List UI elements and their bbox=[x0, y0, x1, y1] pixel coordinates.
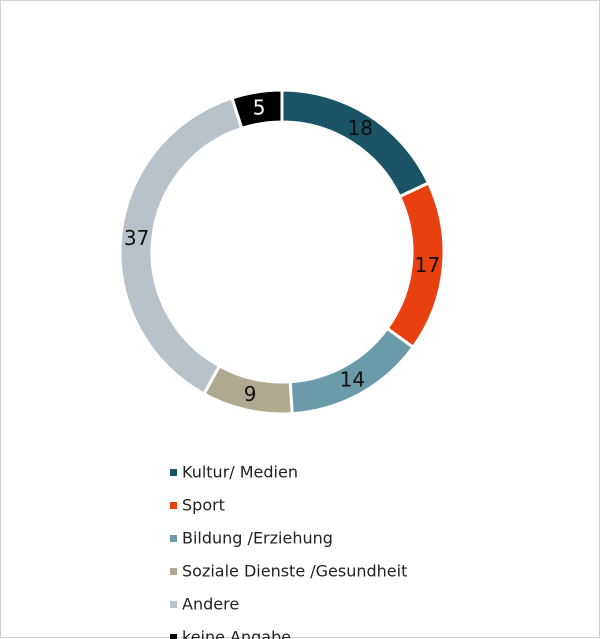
legend-swatch bbox=[170, 568, 177, 575]
legend-swatch bbox=[170, 601, 177, 608]
legend-label: Kultur/ Medien bbox=[182, 463, 298, 482]
legend-label: keine Angabe bbox=[182, 628, 291, 639]
slice bbox=[230, 88, 284, 131]
legend-label: Sport bbox=[182, 496, 225, 515]
data-label: 37 bbox=[124, 226, 149, 250]
data-label: 9 bbox=[244, 382, 257, 406]
data-label: 5 bbox=[253, 95, 266, 119]
legend-swatch bbox=[170, 535, 177, 542]
legend-swatch bbox=[170, 634, 177, 639]
data-label: 17 bbox=[415, 253, 440, 277]
data-label: 14 bbox=[340, 367, 365, 391]
legend-label: Bildung /Erziehung bbox=[182, 529, 333, 548]
data-label: 18 bbox=[348, 116, 373, 140]
legend-swatch bbox=[170, 469, 177, 476]
legend-label: Andere bbox=[182, 595, 239, 614]
legend-label: Soziale Dienste /Gesundheit bbox=[182, 562, 407, 581]
legend-swatch bbox=[170, 502, 177, 509]
